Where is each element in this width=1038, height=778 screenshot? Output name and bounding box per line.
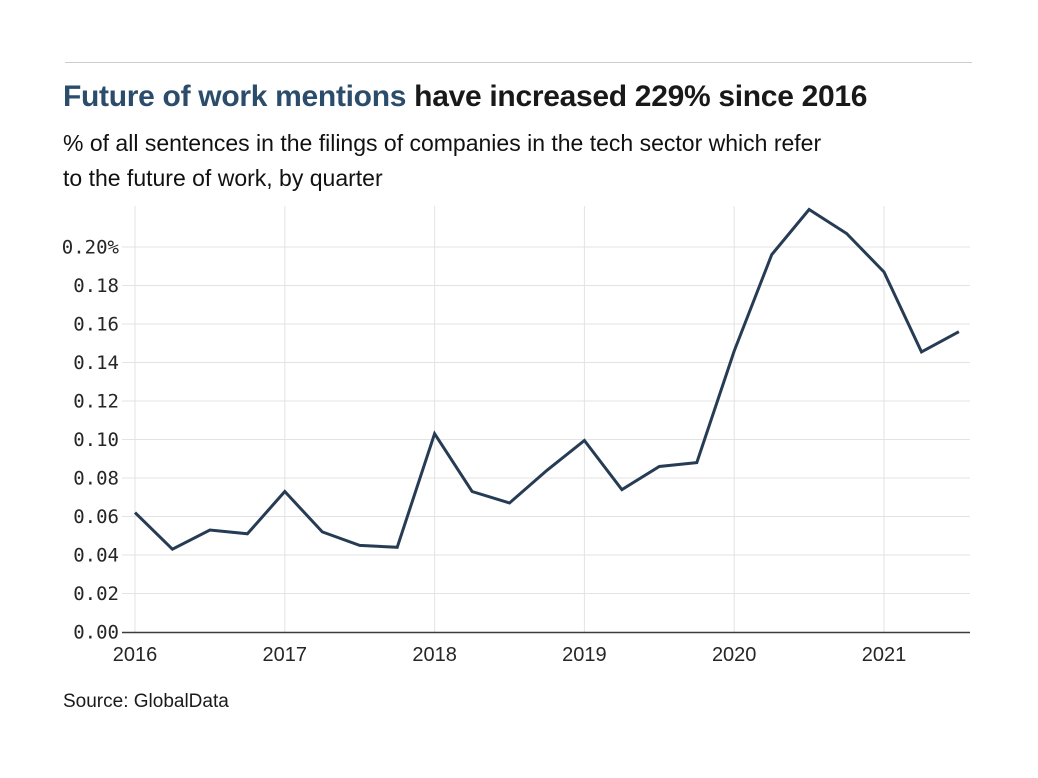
y-tick-label: 0.20% (62, 237, 120, 259)
page-title: Future of work mentions have increased 2… (63, 80, 867, 114)
x-tick-label: 2017 (263, 644, 308, 666)
y-tick-label: 0.06 (73, 506, 119, 528)
x-tick-label: 2016 (113, 644, 158, 666)
x-tick-label: 2018 (412, 644, 457, 666)
top-divider (65, 62, 972, 63)
y-tick-label: 0.12 (73, 391, 119, 413)
y-tick-label: 0.08 (73, 468, 119, 490)
y-tick-label: 0.18 (73, 275, 119, 297)
subtitle-line-1: % of all sentences in the filings of com… (63, 130, 822, 156)
data-line (133, 207, 960, 552)
y-tick-label: 0.04 (73, 545, 119, 567)
x-tick-label: 2020 (712, 644, 757, 666)
title-rest: have increased 229% since 2016 (414, 80, 868, 113)
x-tick-label: 2019 (562, 644, 607, 666)
y-tick-label: 0.02 (73, 583, 119, 605)
chart-subtitle: % of all sentences in the filings of com… (63, 126, 821, 196)
title-highlight: Future of work mentions (63, 80, 407, 113)
y-tick-label: 0.10 (73, 429, 119, 451)
y-tick-label: 0.16 (73, 314, 119, 336)
y-tick-label: 0.00 (73, 622, 119, 644)
subtitle-line-2: to the future of work, by quarter (63, 165, 383, 191)
y-tick-label: 0.14 (73, 352, 119, 374)
source-note: Source: GlobalData (63, 691, 229, 712)
x-tick-label: 2021 (862, 644, 907, 666)
